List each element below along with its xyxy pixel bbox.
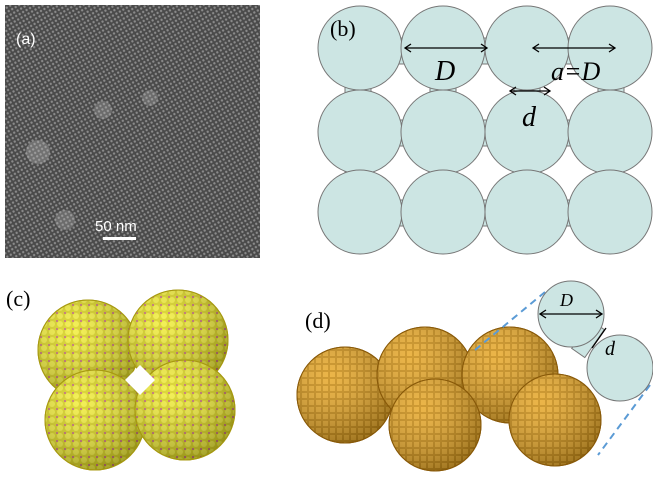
tem-image	[5, 5, 260, 258]
symbol-d: d	[522, 102, 537, 133]
panel-a: (a) 50 nm	[5, 5, 260, 258]
symbol-D: D	[434, 56, 455, 87]
panel-d: (d) D d	[296, 280, 653, 472]
symbol-a: a=D	[551, 57, 601, 86]
symbol-d: d	[605, 338, 616, 360]
panel-b: (b) D a=D d	[317, 5, 653, 255]
panel-label: (c)	[6, 286, 30, 311]
scale-bar-label: 50 nm	[95, 218, 137, 235]
panel-label: (b)	[330, 16, 356, 41]
panel-label: (a)	[16, 31, 36, 48]
symbol-D: D	[559, 290, 573, 310]
panel-c: (c)	[6, 286, 236, 471]
scale-bar	[103, 237, 136, 240]
panel-label: (d)	[305, 308, 331, 333]
